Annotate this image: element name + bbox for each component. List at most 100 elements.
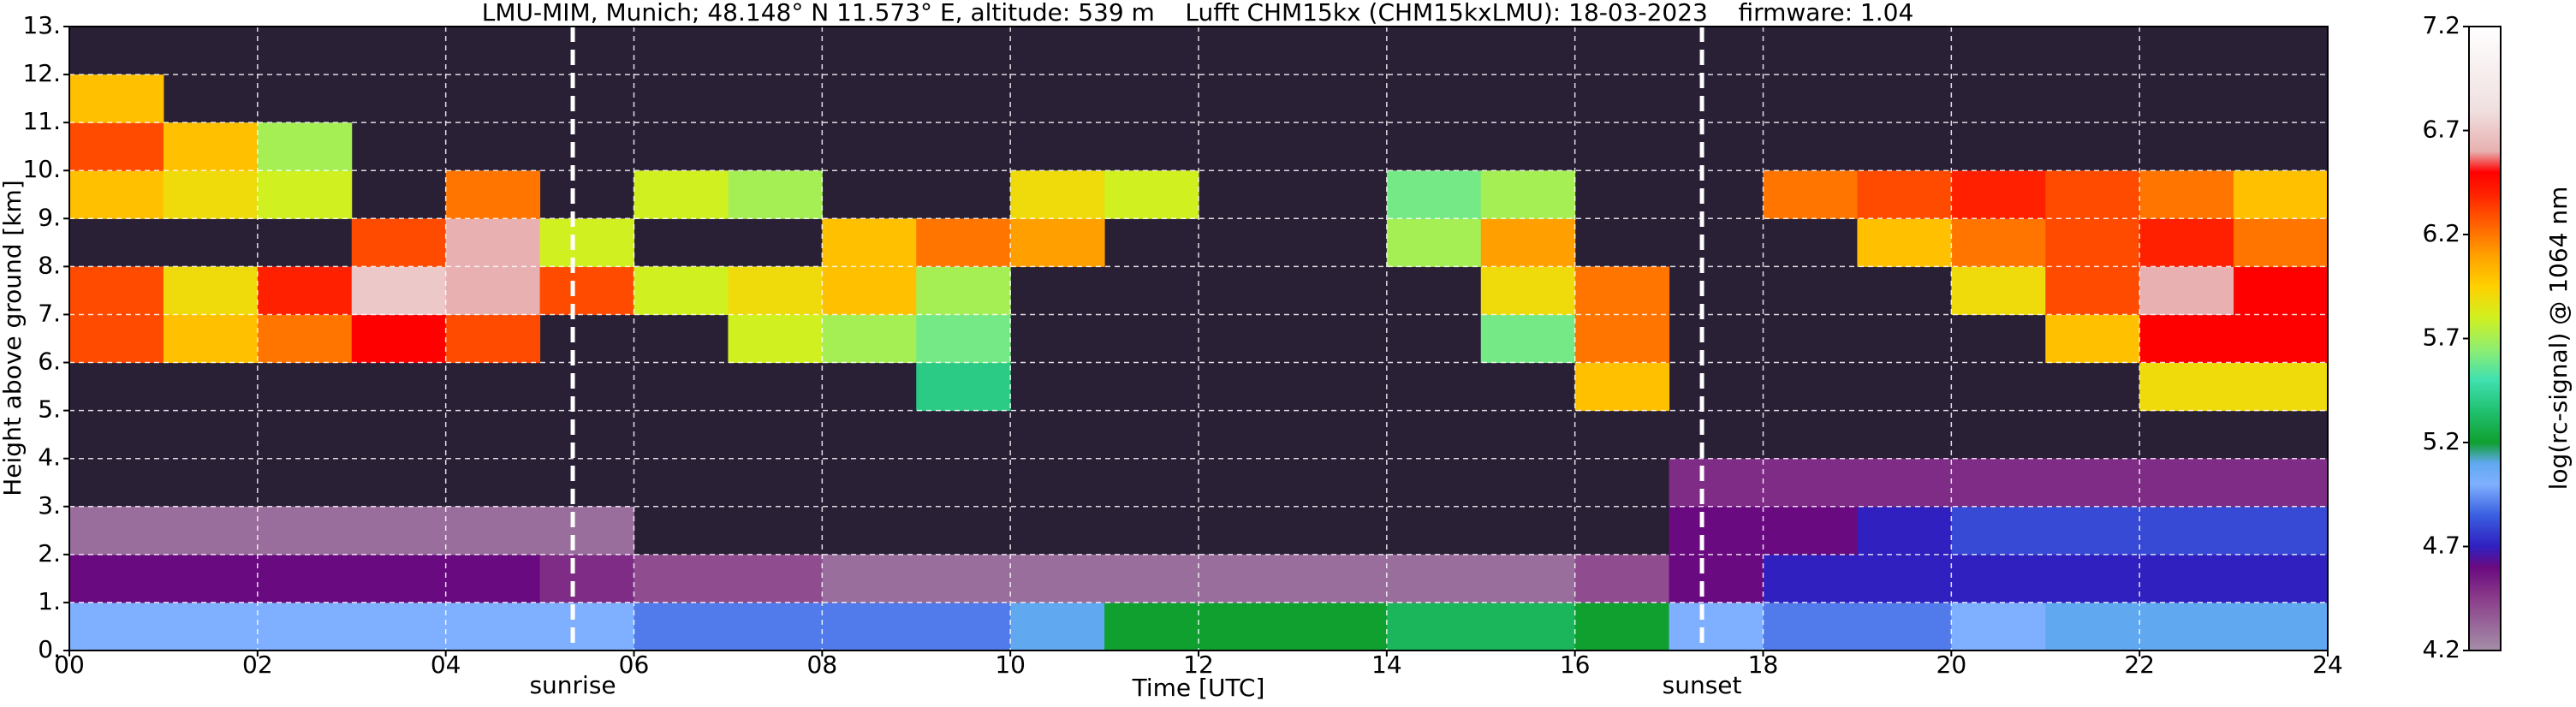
heatmap-cell bbox=[728, 554, 823, 603]
colorbar-tick-label: 6.7 bbox=[2422, 116, 2460, 144]
heatmap-cell bbox=[634, 170, 729, 219]
heatmap-cell bbox=[2234, 170, 2329, 219]
heatmap-cell bbox=[1669, 458, 1764, 508]
colorbar-tick-label: 5.7 bbox=[2422, 324, 2460, 352]
heatmap-cell bbox=[1951, 170, 2046, 219]
heatmap-cell bbox=[351, 314, 447, 364]
heatmap-cell bbox=[69, 314, 164, 364]
event-label: sunrise bbox=[529, 671, 616, 699]
x-tick-label: 00 bbox=[54, 651, 85, 679]
heatmap-cell bbox=[1199, 554, 1294, 603]
heatmap-cell bbox=[2234, 362, 2329, 412]
colorbar-tick-label: 6.2 bbox=[2422, 219, 2460, 247]
y-tick-label: 13. bbox=[22, 11, 61, 39]
heatmap-cell bbox=[2234, 458, 2329, 508]
heatmap-cell bbox=[916, 362, 1011, 412]
heatmap-cell bbox=[2045, 458, 2140, 508]
y-tick-label: 7. bbox=[38, 299, 61, 327]
heatmap-cell bbox=[916, 266, 1011, 315]
colorbar-tick-label: 7.2 bbox=[2422, 11, 2460, 39]
heatmap-cell bbox=[1763, 170, 1858, 219]
heatmap-cell bbox=[257, 602, 353, 651]
heatmap-cell bbox=[2139, 266, 2234, 315]
heatmap-cell bbox=[1010, 170, 1105, 219]
heatmap-cell bbox=[69, 602, 164, 651]
heatmap-cell bbox=[539, 602, 634, 651]
x-tick-label: 20 bbox=[1936, 651, 1967, 679]
heatmap-cell bbox=[1480, 602, 1576, 651]
heatmap-cell bbox=[916, 602, 1011, 651]
y-tick-label: 6. bbox=[38, 348, 61, 376]
heatmap-cell bbox=[1480, 554, 1576, 603]
heatmap-cell bbox=[1010, 554, 1105, 603]
heatmap-cell bbox=[2234, 602, 2329, 651]
heatmap-cell bbox=[69, 170, 164, 219]
heatmap-cell bbox=[1763, 506, 1858, 556]
heatmap-cell bbox=[1951, 458, 2046, 508]
x-tick-label: 06 bbox=[619, 651, 650, 679]
chart-title: LMU-MIM, Munich; 48.148° N 11.573° E, al… bbox=[482, 0, 1914, 27]
colorbar-tick-label: 5.2 bbox=[2422, 427, 2460, 455]
heatmap-cell bbox=[822, 218, 917, 267]
heatmap-cell bbox=[822, 554, 917, 603]
x-tick-label: 12 bbox=[1183, 651, 1214, 679]
heatmap-cell bbox=[1480, 314, 1576, 364]
heatmap-cell bbox=[2139, 458, 2234, 508]
y-tick-label: 4. bbox=[38, 443, 61, 472]
heatmap-cell bbox=[1763, 602, 1858, 651]
heatmap-cell bbox=[1857, 602, 1952, 651]
heatmap-cell bbox=[539, 218, 634, 267]
heatmap-cell bbox=[257, 170, 353, 219]
heatmap-cell bbox=[2234, 314, 2329, 364]
x-tick-label: 18 bbox=[1748, 651, 1779, 679]
heatmap-cell bbox=[445, 170, 541, 219]
x-tick-label: 08 bbox=[807, 651, 838, 679]
heatmap-cell bbox=[351, 266, 447, 315]
heatmap-cell bbox=[728, 602, 823, 651]
x-tick-label: 24 bbox=[2312, 651, 2343, 679]
x-tick-label: 10 bbox=[995, 651, 1026, 679]
heatmap-cell bbox=[1104, 170, 1199, 219]
heatmap-cell bbox=[1104, 602, 1199, 651]
y-tick-label: 12. bbox=[22, 59, 61, 87]
colorbar-label: log(rc-signal) @ 1064 nm bbox=[2544, 187, 2573, 490]
x-tick-label: 04 bbox=[431, 651, 461, 679]
heatmap-cell bbox=[2045, 314, 2140, 364]
heatmap-cell bbox=[69, 554, 164, 603]
heatmap-cell bbox=[1292, 602, 1388, 651]
heatmap-cell bbox=[1574, 602, 1670, 651]
heatmap-cell bbox=[163, 122, 259, 171]
heatmap-cell bbox=[163, 266, 259, 315]
heatmap-cell bbox=[822, 602, 917, 651]
heatmap-cell bbox=[1951, 266, 2046, 315]
heatmap-cell bbox=[2139, 554, 2234, 603]
heatmap-cell bbox=[539, 506, 634, 556]
heatmap-cell bbox=[1669, 554, 1764, 603]
heatmap-cell bbox=[1857, 458, 1952, 508]
colorbar-tick-label: 4.7 bbox=[2422, 532, 2460, 560]
x-axis-label: Time [UTC] bbox=[1132, 674, 1265, 702]
heatmap-cell bbox=[445, 506, 541, 556]
heatmap-cell bbox=[445, 554, 541, 603]
heatmap-cell bbox=[351, 506, 447, 556]
heatmap-cell bbox=[1386, 170, 1482, 219]
y-tick-label: 3. bbox=[38, 491, 61, 520]
heatmap-cell bbox=[1386, 218, 1482, 267]
x-tick-label: 02 bbox=[242, 651, 273, 679]
heatmap-cell bbox=[728, 266, 823, 315]
heatmap-cell bbox=[1480, 218, 1576, 267]
heatmap-cell bbox=[916, 218, 1011, 267]
heatmap-cell bbox=[163, 602, 259, 651]
heatmap-cell bbox=[2045, 602, 2140, 651]
heatmap-cell bbox=[1857, 506, 1952, 556]
heatmap-cell bbox=[2045, 170, 2140, 219]
y-tick-label: 9. bbox=[38, 203, 61, 231]
x-tick-label: 22 bbox=[2124, 651, 2155, 679]
heatmap-cell bbox=[1199, 602, 1294, 651]
heatmap-cell bbox=[1669, 506, 1764, 556]
heatmap-cell bbox=[2234, 506, 2329, 556]
heatmap-cell bbox=[916, 314, 1011, 364]
colorbar bbox=[2468, 26, 2502, 651]
heatmap-cell bbox=[1386, 554, 1482, 603]
